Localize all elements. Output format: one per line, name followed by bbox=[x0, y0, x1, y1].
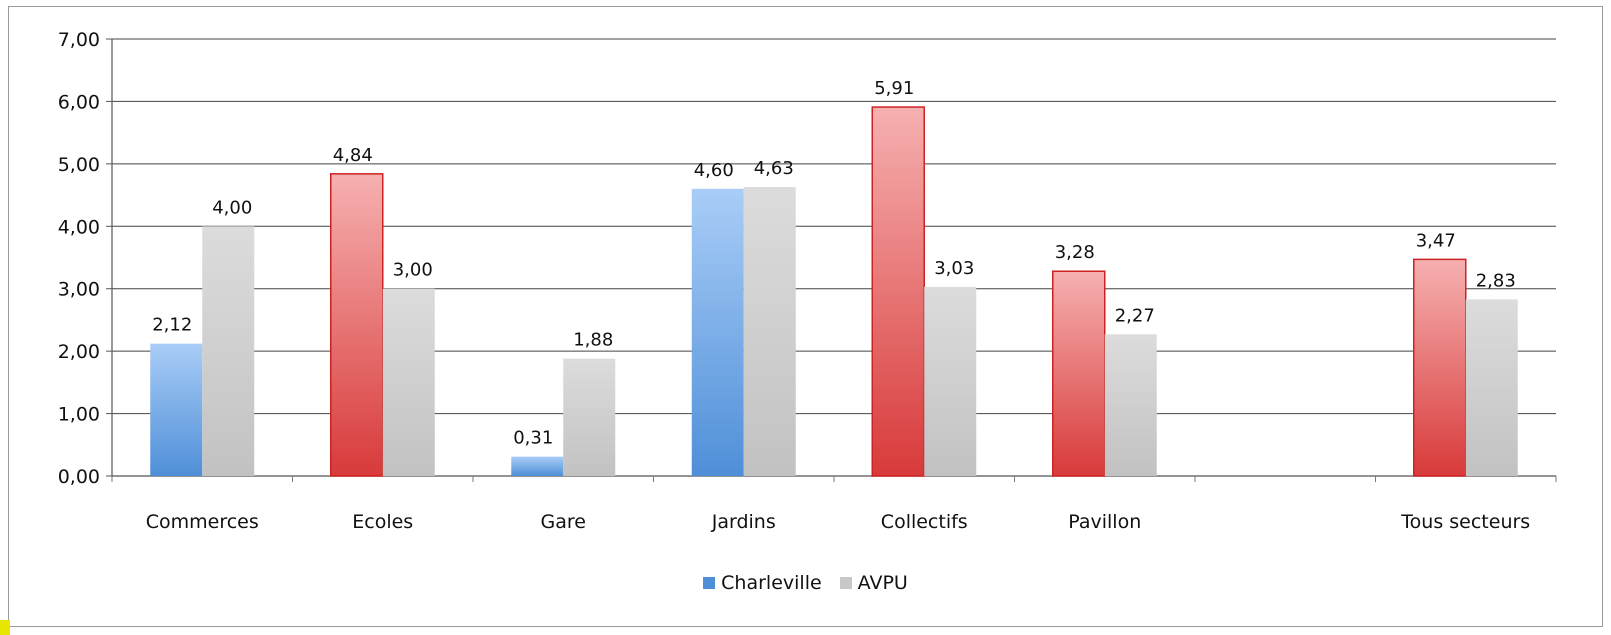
y-tick-label: 1,00 bbox=[58, 404, 100, 426]
x-category-label: Ecoles bbox=[352, 511, 413, 533]
data-label: 2,27 bbox=[1115, 305, 1155, 326]
bar-charleville bbox=[330, 173, 384, 477]
data-label: 4,60 bbox=[694, 160, 734, 181]
data-label: 2,12 bbox=[152, 315, 192, 336]
data-label: 1,88 bbox=[573, 330, 613, 351]
legend-label-charleville: Charleville bbox=[721, 572, 822, 594]
data-label: 3,47 bbox=[1416, 230, 1456, 251]
bar-avpu bbox=[1104, 334, 1157, 476]
bar-avpu bbox=[924, 286, 977, 476]
data-label: 3,00 bbox=[393, 260, 433, 281]
y-tick-label: 0,00 bbox=[58, 466, 100, 488]
x-category-label: Commerces bbox=[146, 511, 259, 533]
y-tick-label: 3,00 bbox=[58, 279, 100, 301]
bar-avpu bbox=[382, 288, 435, 476]
bar-avpu bbox=[563, 358, 616, 476]
bar-avpu bbox=[743, 186, 796, 476]
x-category-label: Collectifs bbox=[881, 511, 968, 533]
bar-charleville bbox=[871, 106, 925, 477]
bar-charleville bbox=[1413, 258, 1467, 477]
bar-charleville bbox=[691, 188, 744, 477]
data-label: 2,83 bbox=[1476, 270, 1516, 291]
x-category-label: Jardins bbox=[711, 511, 776, 533]
bar-avpu bbox=[1465, 299, 1518, 476]
y-tick-label: 6,00 bbox=[58, 91, 100, 113]
bars bbox=[150, 106, 1518, 477]
x-category-label: Pavillon bbox=[1068, 511, 1141, 533]
data-label: 4,84 bbox=[333, 145, 373, 166]
data-label: 0,31 bbox=[513, 428, 553, 449]
bar-charleville bbox=[1052, 270, 1106, 477]
y-tick-label: 7,00 bbox=[58, 29, 100, 51]
legend-item-charleville: Charleville bbox=[703, 572, 822, 594]
data-label: 4,63 bbox=[754, 158, 794, 179]
y-tick-label: 5,00 bbox=[58, 154, 100, 176]
axes: 0,00 1,00 2,00 3,00 4,00 5,00 6,00 7,00 bbox=[58, 29, 1557, 488]
gridlines bbox=[112, 38, 1556, 477]
x-category-label: Gare bbox=[541, 511, 586, 533]
bar-charleville bbox=[511, 456, 564, 476]
labels: Commerces Ecoles Gare Jardins Collectifs Pavi… bbox=[146, 78, 1530, 533]
data-label: 3,03 bbox=[934, 258, 974, 279]
data-label: 3,28 bbox=[1055, 242, 1095, 263]
data-label: 5,91 bbox=[874, 78, 914, 99]
legend-swatch-charleville bbox=[703, 577, 716, 589]
legend-swatch-avpu bbox=[839, 577, 852, 589]
y-tick-label: 4,00 bbox=[58, 216, 100, 238]
bar-avpu bbox=[202, 226, 255, 476]
legend-label-avpu: AVPU bbox=[857, 572, 908, 594]
legend: Charleville AVPU bbox=[0, 572, 1611, 594]
bar-charleville bbox=[150, 343, 203, 476]
legend-item-avpu: AVPU bbox=[839, 572, 908, 594]
chart-frame bbox=[8, 6, 1603, 627]
x-category-label: Tous secteurs bbox=[1400, 511, 1530, 533]
data-label: 4,00 bbox=[212, 197, 252, 218]
corner-mark bbox=[0, 620, 10, 635]
y-tick-label: 2,00 bbox=[58, 341, 100, 363]
